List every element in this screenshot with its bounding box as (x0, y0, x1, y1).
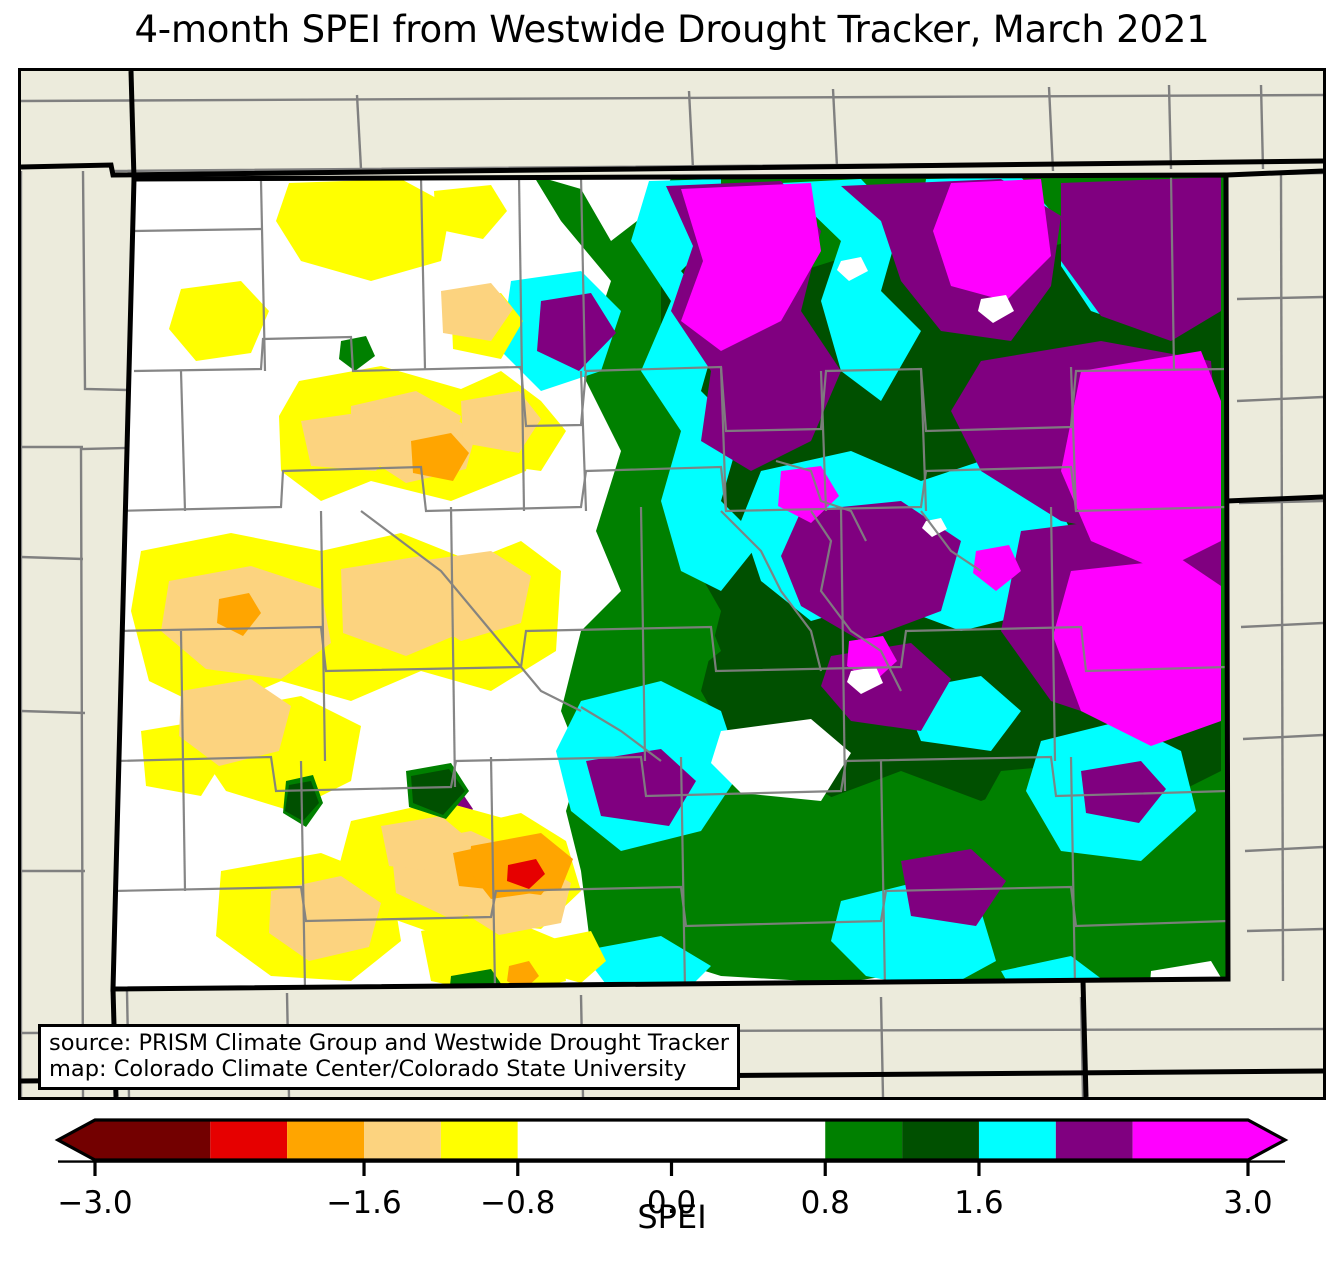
annotation-map-line: map: Colorado Climate Center/Colorado St… (49, 1056, 687, 1083)
colorbar-tick-label: −0.8 (480, 1185, 555, 1221)
colorbar-bands (58, 1120, 1285, 1160)
page-title: 4-month SPEI from Westwide Drought Track… (134, 8, 1210, 51)
colorbar-tick-label: −1.6 (326, 1185, 401, 1221)
colorbar-border (54, 1118, 1289, 1162)
colorbar-band (440, 1120, 518, 1160)
colorbar-band (517, 1120, 826, 1160)
colorbar-band (287, 1120, 365, 1160)
colorbar-axis-label: SPEI (637, 1198, 707, 1236)
annotation-source-line: source: PRISM Climate Group and Westwide… (49, 1030, 730, 1056)
spei-pocket-green-light-3 (581, 861, 701, 961)
colorbar-tick-label: 1.6 (954, 1185, 1003, 1221)
colorbar-svg: −3.0 −1.6 −0.8 0.0 0.8 1.6 3.0 (54, 1118, 1289, 1221)
colorbar-band (1132, 1120, 1285, 1160)
map-canvas (21, 71, 1323, 1097)
colorbar-band (1055, 1120, 1133, 1160)
colorbar-tick-labels: −3.0 −1.6 −0.8 0.0 0.8 1.6 3.0 (57, 1185, 1272, 1221)
spei-band-magenta (681, 179, 1221, 746)
spei-pocket-green-light-4 (611, 601, 721, 691)
colorbar-tick-label: 0.8 (801, 1185, 850, 1221)
colorbar-tick-label: 0.0 (647, 1185, 696, 1221)
spei-band-red (507, 859, 545, 889)
colorbar-band (978, 1120, 1056, 1160)
colorbar-band (210, 1120, 288, 1160)
colorbar-tick-label: −3.0 (57, 1185, 132, 1221)
colorbar-tick-label: 3.0 (1223, 1185, 1272, 1221)
colorbar-band (364, 1120, 441, 1160)
colorado-county-lines (113, 175, 1228, 989)
colorbar-ticks (93, 1161, 1250, 1176)
spei-pocket-green-light-2 (721, 791, 881, 911)
colorbar-band (825, 1120, 903, 1160)
spei-contour-field (113, 175, 1228, 989)
colorado-outline (110, 172, 1231, 992)
colorbar-band (58, 1120, 211, 1160)
source-annotation-box: source: PRISM Climate Group and Westwide… (38, 1024, 741, 1091)
colorbar-band (902, 1120, 979, 1160)
map-panel (18, 68, 1326, 1100)
colorbar: −3.0 −1.6 −0.8 0.0 0.8 1.6 3.0 (0, 1112, 1344, 1262)
